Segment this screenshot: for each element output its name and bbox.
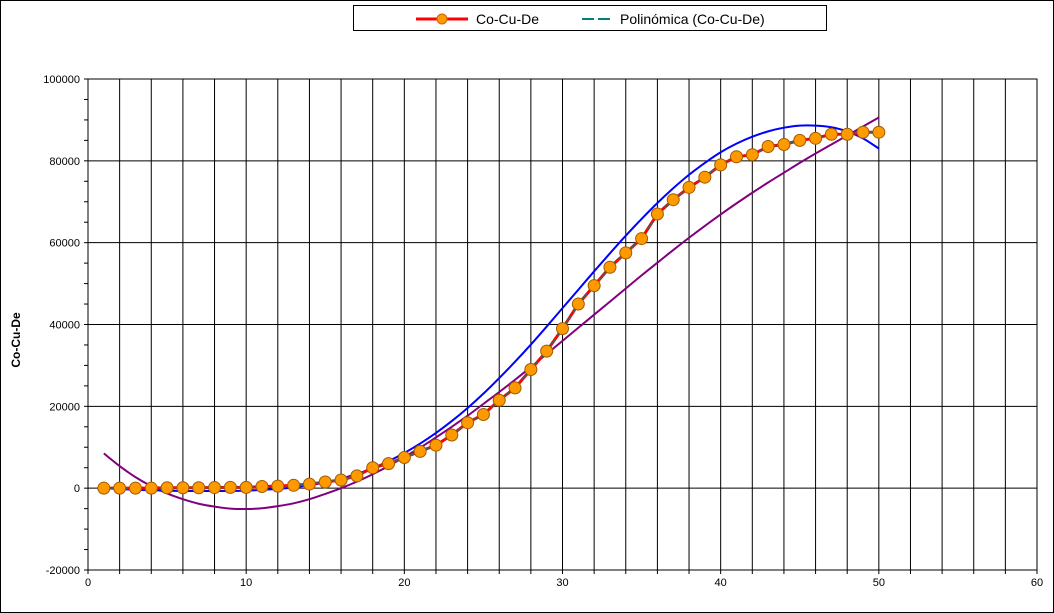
x-tick-label: 40 xyxy=(715,577,727,589)
data-point xyxy=(745,148,759,162)
axes xyxy=(84,78,1038,574)
data-point xyxy=(666,193,680,207)
legend-marker-line-icon xyxy=(416,13,468,25)
x-tick-label: 60 xyxy=(1031,577,1043,589)
y-tick-label: 40000 xyxy=(49,320,80,332)
data-point xyxy=(97,481,111,495)
data-point xyxy=(824,127,838,141)
data-point xyxy=(698,170,712,184)
data-point xyxy=(113,481,127,495)
legend-label-co-cu-de: Co-Cu-De xyxy=(476,11,540,27)
data-point xyxy=(128,481,142,495)
data-point xyxy=(476,408,490,422)
data-point xyxy=(777,137,791,151)
data-point xyxy=(334,473,348,487)
data-point xyxy=(382,457,396,471)
data-point xyxy=(809,131,823,145)
data-point xyxy=(793,133,807,147)
data-point xyxy=(682,180,696,194)
data-point xyxy=(571,297,585,311)
data-point xyxy=(650,207,664,221)
tick-labels: 0 10 20 30 40 50 60 -20000 0 20000 40000 60000 80000… xyxy=(43,74,1043,589)
data-point xyxy=(413,444,427,458)
data-point xyxy=(176,481,190,495)
x-tick-label: 50 xyxy=(873,577,885,589)
y-tick-label: 60000 xyxy=(49,238,80,250)
data-series xyxy=(97,125,886,495)
y-axis-label-text: Co-Cu-De xyxy=(9,312,23,368)
data-point xyxy=(429,438,443,452)
data-point xyxy=(255,480,269,494)
x-tick-label: 0 xyxy=(85,577,91,589)
legend-item-co-cu-de: Co-Cu-De xyxy=(414,9,539,29)
data-point xyxy=(350,469,364,483)
y-tick-label: 100000 xyxy=(43,74,80,86)
data-point xyxy=(492,393,506,407)
data-point xyxy=(856,125,870,139)
data-point xyxy=(761,140,775,154)
trendline-2 xyxy=(103,124,880,493)
data-point xyxy=(223,480,237,494)
data-point xyxy=(366,461,380,475)
data-point xyxy=(287,478,301,492)
trendline-1 xyxy=(103,116,880,511)
x-tick-label: 10 xyxy=(240,577,252,589)
data-point xyxy=(540,344,554,358)
y-tick-label: -20000 xyxy=(46,565,80,577)
data-point xyxy=(271,479,285,493)
data-point xyxy=(524,363,538,377)
data-point xyxy=(872,125,886,139)
data-point xyxy=(397,450,411,464)
data-point xyxy=(208,481,222,495)
data-point xyxy=(619,246,633,260)
data-point xyxy=(714,158,728,172)
data-point xyxy=(556,322,569,336)
data-point xyxy=(192,481,206,495)
data-point xyxy=(144,481,158,495)
data-point xyxy=(603,260,617,274)
legend-item-polinomica: Polinómica (Co-Cu-De) xyxy=(580,9,765,29)
data-point xyxy=(160,481,174,495)
data-point xyxy=(587,279,601,293)
data-point xyxy=(635,232,649,246)
data-point xyxy=(239,480,253,494)
legend: Co-Cu-De Polinómica (Co-Cu-De) xyxy=(353,5,827,31)
x-tick-label: 30 xyxy=(556,577,568,589)
y-axis-label: Co-Cu-De xyxy=(9,312,23,368)
data-point xyxy=(729,150,743,164)
legend-label-polinomica: Polinómica (Co-Cu-De) xyxy=(620,11,765,27)
x-tick-label: 20 xyxy=(398,577,410,589)
data-point xyxy=(318,475,332,489)
data-point xyxy=(461,416,475,430)
trendlines xyxy=(103,116,880,511)
data-point xyxy=(508,381,522,395)
legend-dashed-line-icon xyxy=(582,18,612,20)
y-tick-label: 0 xyxy=(74,483,80,495)
y-tick-label: 20000 xyxy=(49,401,80,413)
data-point xyxy=(445,428,459,442)
data-point xyxy=(840,127,854,141)
y-tick-label: 80000 xyxy=(49,156,80,168)
data-point xyxy=(302,477,316,491)
